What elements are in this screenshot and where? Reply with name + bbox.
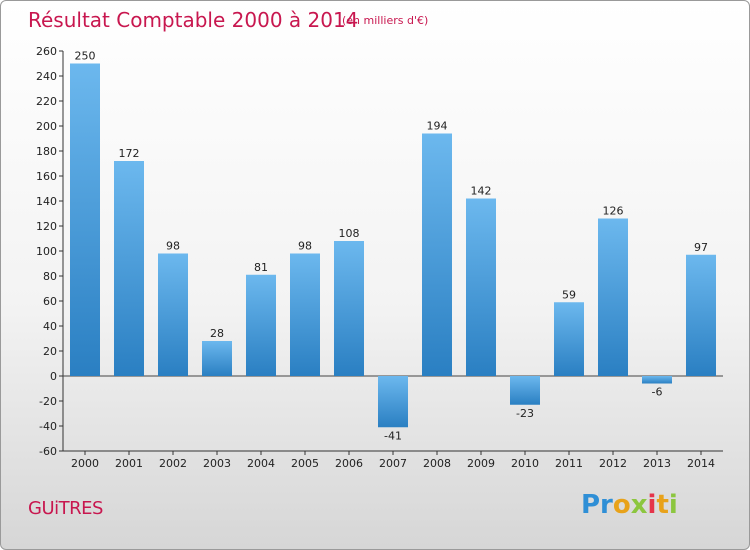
x-tick-label-2004: 2004 — [247, 457, 275, 470]
y-tick-label: 100 — [36, 245, 57, 258]
x-tick-label-2009: 2009 — [467, 457, 495, 470]
y-tick-label: 40 — [43, 320, 57, 333]
y-tick-label: 160 — [36, 170, 57, 183]
town-name: GUiTRES — [28, 498, 103, 519]
y-tick-label: 0 — [50, 370, 57, 383]
bar-2000 — [70, 63, 100, 376]
bar-2007 — [378, 376, 408, 428]
logo-part-pr: Pr — [581, 490, 613, 520]
y-tick-label: 200 — [36, 120, 57, 133]
y-tick-label: 260 — [36, 45, 57, 58]
value-label-2002: 98 — [166, 240, 180, 253]
x-tick-label-2013: 2013 — [643, 457, 671, 470]
bar-2001 — [114, 161, 144, 376]
x-tick-label-2010: 2010 — [511, 457, 539, 470]
x-tick-label-2002: 2002 — [159, 457, 187, 470]
y-tick-label: 180 — [36, 145, 57, 158]
y-tick-label: 220 — [36, 95, 57, 108]
value-label-2013: -6 — [652, 386, 663, 399]
y-tick-label: 20 — [43, 345, 57, 358]
value-label-2011: 59 — [562, 288, 576, 301]
x-tick-label-2000: 2000 — [71, 457, 99, 470]
bar-2004 — [246, 274, 276, 376]
bar-2014 — [686, 254, 716, 376]
bar-2012 — [598, 218, 628, 376]
bar-2008 — [422, 133, 452, 376]
logo-part-i: i — [647, 490, 657, 520]
y-tick-label: -40 — [39, 420, 57, 433]
proxiti-logo[interactable]: Proxiti — [581, 490, 678, 520]
y-tick-label: 80 — [43, 270, 57, 283]
value-label-2009: 142 — [471, 185, 492, 198]
y-tick-label: 60 — [43, 295, 57, 308]
x-tick-label-2003: 2003 — [203, 457, 231, 470]
x-tick-label-2011: 2011 — [555, 457, 583, 470]
value-label-2014: 97 — [694, 241, 708, 254]
value-label-2012: 126 — [603, 205, 624, 218]
logo-part-i2: i — [668, 490, 678, 520]
x-tick-label-2007: 2007 — [379, 457, 407, 470]
bar-2005 — [290, 253, 320, 376]
value-label-2005: 98 — [298, 240, 312, 253]
logo-part-x: x — [630, 490, 648, 520]
chart-subtitle: (en milliers d'€) — [342, 14, 429, 27]
value-label-2008: 194 — [427, 120, 448, 133]
y-tick-label: 140 — [36, 195, 57, 208]
bar-2013 — [642, 376, 672, 384]
x-tick-label-2008: 2008 — [423, 457, 451, 470]
y-tick-label: 240 — [36, 70, 57, 83]
x-tick-label-2014: 2014 — [687, 457, 715, 470]
bar-2002 — [158, 253, 188, 376]
y-tick-label: -60 — [39, 445, 57, 458]
value-label-2007: -41 — [384, 429, 402, 442]
value-label-2006: 108 — [339, 227, 360, 240]
bar-2011 — [554, 302, 584, 376]
bar-2010 — [510, 376, 540, 405]
value-label-2001: 172 — [119, 147, 140, 160]
bar-2009 — [466, 198, 496, 376]
y-tick-label: -20 — [39, 395, 57, 408]
value-label-2000: 250 — [75, 50, 96, 63]
bar-2006 — [334, 241, 364, 376]
value-label-2010: -23 — [516, 407, 534, 420]
value-label-2004: 81 — [254, 261, 268, 274]
x-tick-label-2006: 2006 — [335, 457, 363, 470]
x-tick-label-2012: 2012 — [599, 457, 627, 470]
chart-title: Résultat Comptable 2000 à 2014 — [28, 8, 359, 32]
x-tick-label-2001: 2001 — [115, 457, 143, 470]
y-tick-label: 120 — [36, 220, 57, 233]
x-tick-label-2005: 2005 — [291, 457, 319, 470]
logo-part-t: t — [656, 490, 669, 520]
bar-2003 — [202, 341, 232, 376]
logo-part-o: o — [612, 490, 631, 520]
value-label-2003: 28 — [210, 327, 224, 340]
